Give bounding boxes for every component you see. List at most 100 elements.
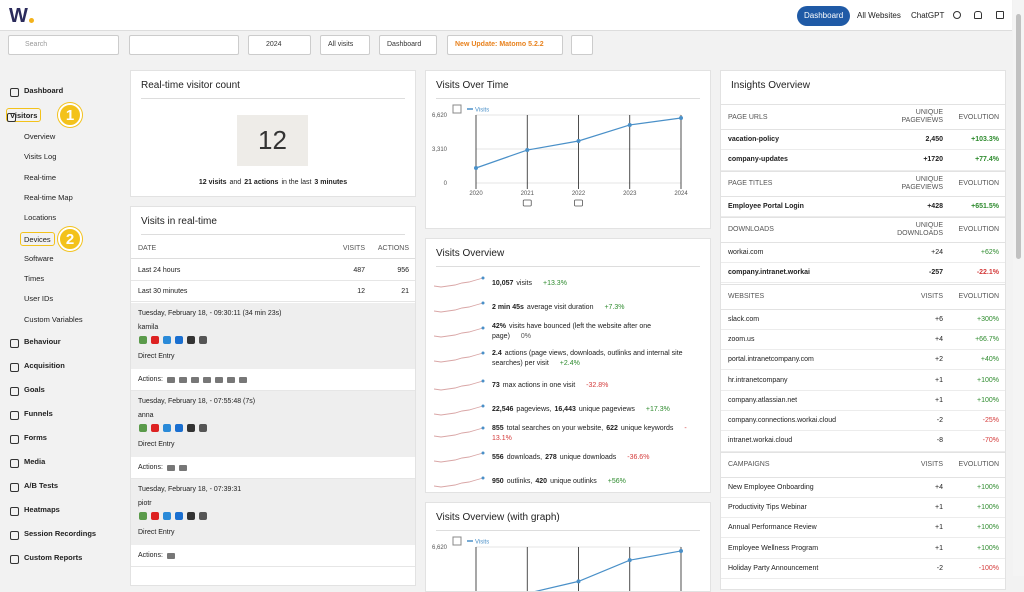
- column-header: EVOLUTION: [958, 226, 999, 234]
- insight-row: Productivity Tips Webinar +1 +100%: [721, 498, 1005, 519]
- row-value: +1: [935, 524, 943, 532]
- segment-selector[interactable]: All visits: [320, 35, 370, 55]
- nav-link[interactable]: Dashboard: [797, 6, 851, 26]
- row-label: Holiday Party Announcement: [728, 564, 819, 572]
- sparkline-dot: [481, 451, 485, 455]
- menu-item[interactable]: Dashboard: [10, 84, 63, 98]
- column-header: VISITS: [342, 245, 365, 252]
- row-label: Productivity Tips Webinar: [728, 504, 807, 512]
- dashboard-selector[interactable]: Dashboard: [379, 35, 437, 55]
- menu-item[interactable]: Media: [10, 455, 45, 469]
- row-label: zoom.us: [728, 335, 755, 343]
- evolution: +56%: [607, 478, 626, 485]
- menu-item[interactable]: Overview: [24, 132, 56, 141]
- menu-item[interactable]: Visits Log: [24, 152, 57, 162]
- row-label: workai.com: [728, 249, 764, 257]
- collapse-button[interactable]: [571, 35, 593, 55]
- overview-part: max actions in one visit: [502, 382, 576, 389]
- logout-icon[interactable]: [996, 11, 1004, 19]
- menu-item[interactable]: Behaviour: [10, 335, 61, 349]
- table-row: Last 24 hours 487 956: [131, 260, 415, 281]
- visit-actions: Actions:: [131, 545, 415, 567]
- menu-item[interactable]: Custom Variables: [24, 314, 83, 324]
- sparkline-dot: [481, 476, 485, 480]
- widget-title: Insights Overview: [731, 80, 810, 91]
- overview-part: 278: [545, 454, 557, 461]
- overview-row: 2 min 45s average visit duration +7.3%: [426, 296, 710, 320]
- menu-item[interactable]: Real-time Map: [24, 192, 73, 202]
- action-icon: [239, 377, 247, 383]
- annotation-icon: [522, 199, 532, 207]
- date-picker[interactable]: 2024: [248, 35, 311, 55]
- column-header: EVOLUTION: [958, 461, 999, 469]
- annotation-icon: [574, 199, 583, 207]
- x-tick-label: 2020: [469, 191, 483, 197]
- menu-item[interactable]: Funnels: [10, 407, 53, 421]
- table-header: DATE VISITS ACTIONS: [131, 239, 415, 259]
- overview-part: downloads,: [506, 454, 543, 461]
- overview-part: outlinks,: [506, 478, 533, 485]
- visitor-icon: [163, 512, 171, 520]
- menu-item[interactable]: Goals: [10, 383, 45, 397]
- nav-link[interactable]: All Websites: [857, 11, 901, 20]
- table-cell: Last 30 minutes: [138, 287, 188, 295]
- overview-text: 42% visits have bounced (left the website…: [492, 320, 690, 344]
- table-cell: 487: [353, 266, 365, 274]
- menu-item[interactable]: Software: [24, 253, 54, 263]
- settings-icon[interactable]: [953, 11, 961, 19]
- menu-item[interactable]: User IDs: [24, 294, 54, 304]
- toolbar: Search 2024 All visits Dashboard New Update:…: [0, 31, 1012, 59]
- action-icon: [215, 377, 223, 383]
- menu-item[interactable]: Times: [24, 274, 45, 284]
- site-selector[interactable]: [129, 35, 239, 55]
- menu-item[interactable]: Visitors: [6, 108, 42, 122]
- action-icon: [191, 377, 199, 383]
- scrollbar[interactable]: [1013, 0, 1024, 576]
- overview-text-inner: 22,546 pageviews, 16,443 unique pageviews +1…: [492, 405, 670, 415]
- insight-row: Employee Wellness Program +1 +100%: [721, 539, 1005, 559]
- widget-title: Visits in real-time: [141, 207, 405, 235]
- data-point: [576, 579, 581, 584]
- menu-item[interactable]: Forms: [10, 431, 47, 445]
- widget-title: Visits Overview (with graph): [436, 503, 700, 531]
- sparkline-line: [434, 327, 484, 338]
- row-label: hr.intranetcompany: [728, 376, 788, 384]
- menu-item[interactable]: Acquisition: [10, 359, 65, 373]
- table-cell: 21: [401, 287, 409, 295]
- menu-item[interactable]: Real-time: [24, 172, 57, 182]
- row-evolution: +300%: [977, 315, 999, 323]
- menu-item[interactable]: Custom Reports: [10, 551, 82, 565]
- visit-actions: Actions:: [131, 457, 415, 479]
- menu-item[interactable]: Heatmaps: [10, 503, 60, 517]
- sparkline: [434, 301, 485, 313]
- insight-row: vacation-policy 2,450 +103.3%: [721, 130, 1005, 151]
- visits-overview-graph-widget: Visits Overview (with graph) Visits 6,620: [425, 502, 711, 592]
- overview-row: 556 downloads, 278 unique downloads -36.6%: [426, 446, 710, 470]
- sparkline: [434, 276, 485, 288]
- menu-item[interactable]: A/B Tests: [10, 479, 58, 493]
- search-box[interactable]: Search: [8, 35, 119, 55]
- notifications-icon[interactable]: [974, 11, 982, 19]
- row-label: New Employee Onboarding: [728, 483, 814, 491]
- visitor-name: kamila: [138, 324, 159, 331]
- scroll-thumb[interactable]: [1016, 14, 1021, 259]
- logo[interactable]: W: [9, 5, 34, 27]
- sparkline: [434, 476, 485, 488]
- menu-item[interactable]: Locations: [24, 213, 57, 223]
- menu-item[interactable]: Devices: [20, 231, 55, 246]
- chart-type-icon: [452, 536, 462, 546]
- overview-text: 950 outlinks, 420 unique outlinks +56%: [492, 470, 690, 492]
- update-notice[interactable]: New Update: Matomo 5.2.2: [447, 35, 563, 55]
- overview-text: 22,546 pageviews, 16,443 unique pageviews +1…: [492, 398, 690, 422]
- menu-item[interactable]: Session Recordings: [10, 527, 96, 541]
- sparkline-line: [434, 352, 484, 363]
- row-evolution: +100%: [977, 396, 999, 404]
- section-header: PAGE TITLES UNIQUE PAGEVIEWS EVOLUTION: [721, 170, 1005, 197]
- referrer: Direct Entry: [138, 353, 175, 360]
- visitor-icon: [163, 424, 171, 432]
- year: 2024: [266, 41, 282, 48]
- nav-link[interactable]: ChatGPT: [911, 11, 945, 20]
- row-value: 2,450: [925, 136, 943, 144]
- row-value: +1: [935, 504, 943, 512]
